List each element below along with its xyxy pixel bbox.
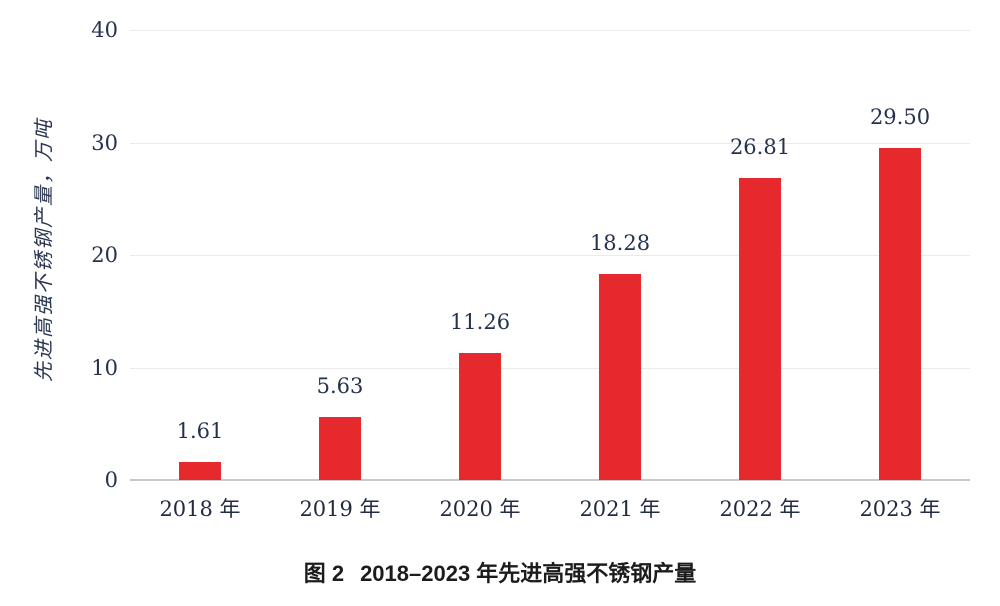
figure-caption-label: 图 2 bbox=[303, 561, 345, 586]
gridline-20 bbox=[130, 255, 970, 256]
bar-2021 bbox=[599, 274, 641, 480]
x-tick-label-2020: 2020 年 bbox=[439, 497, 521, 521]
gridline-40 bbox=[130, 30, 970, 31]
bar-value-label-2020: 11.26 bbox=[449, 310, 511, 335]
bar-value-label-2023: 29.50 bbox=[869, 105, 931, 130]
gridline-30 bbox=[130, 142, 970, 144]
x-tick-label-2018: 2018 年 bbox=[159, 497, 241, 521]
bar-value-label-2022: 26.81 bbox=[729, 135, 791, 160]
bar-2020 bbox=[459, 353, 501, 480]
plot-area: 0 10 20 30 40 1.61 2018 年 5.63 2019 年 11.26 2020 年… bbox=[91, 18, 970, 521]
x-tick-label-2019: 2019 年 bbox=[299, 497, 381, 521]
y-tick-label-0: 0 bbox=[104, 468, 118, 492]
y-tick-label-10: 10 bbox=[91, 355, 118, 380]
bar-2023 bbox=[879, 148, 921, 480]
y-tick-label-30: 30 bbox=[91, 130, 118, 155]
bar-2022 bbox=[739, 178, 781, 480]
y-tick-label-20: 20 bbox=[91, 243, 118, 267]
x-tick-label-2022: 2022 年 bbox=[719, 497, 801, 521]
y-axis-label: 先进高强不锈钢产量，万吨 bbox=[31, 118, 56, 382]
x-tick-label-2023: 2023 年 bbox=[859, 497, 941, 521]
bar-2019 bbox=[319, 416, 361, 480]
bar-2018 bbox=[179, 461, 221, 480]
figure-caption: 图 2 2018–2023 年先进高强不锈钢产量 bbox=[0, 560, 1000, 588]
gridline-10 bbox=[130, 367, 970, 369]
bar-value-label-2018: 1.61 bbox=[176, 418, 224, 443]
figure-caption-title: 2018–2023 年先进高强不锈钢产量 bbox=[360, 561, 697, 586]
bar-value-label-2019: 5.63 bbox=[316, 373, 364, 398]
x-axis-line bbox=[130, 479, 970, 481]
bar-value-label-2021: 18.28 bbox=[589, 231, 651, 256]
x-tick-label-2021: 2021 年 bbox=[579, 497, 661, 521]
y-tick-label-40: 40 bbox=[91, 18, 118, 42]
